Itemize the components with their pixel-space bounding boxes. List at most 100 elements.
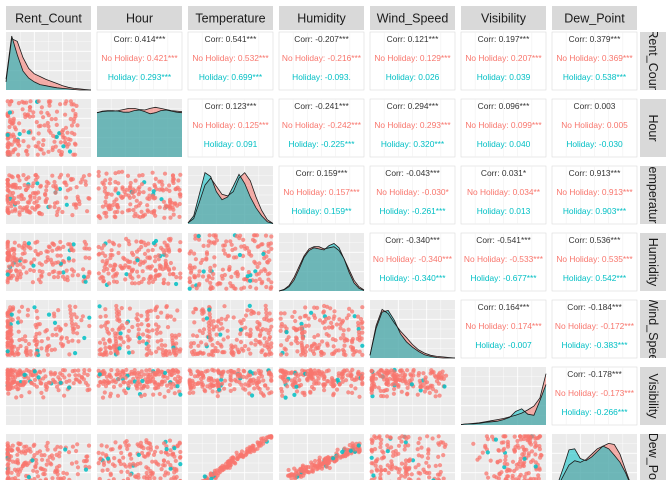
scatter-point [360,325,365,330]
scatter-point [161,441,167,446]
scatter-point [263,303,268,308]
panel-Rent_Count-Hour: Corr: 0.414***No Holiday: 0.421***Holida… [96,31,183,91]
strip-right-Wind_Speed [640,300,666,358]
scatter-point [121,325,126,331]
scatter-point [135,258,140,263]
scatter-point [120,369,125,374]
panel-Visibility-Dew_Point: Corr: -0.178***No Holiday: -0.173***Holi… [551,366,638,426]
scatter-point [397,377,402,382]
scatter-point [104,444,109,449]
corr-label-no_holiday: No Holiday: 0.421*** [101,53,178,63]
scatter-point [249,341,254,346]
scatter-point [336,373,341,378]
scatter-point [136,192,141,197]
scatter-point [444,373,449,378]
scatter-point [23,451,28,456]
scatter-point [81,267,86,272]
scatter-point [47,272,52,277]
scatter-point [219,273,224,279]
scatter-point [256,311,261,316]
scatter-point [430,387,436,392]
panel-Wind_Speed-Visibility: Corr: 0.164***No Holiday: 0.174***Holida… [460,299,547,359]
scatter-point [172,446,177,451]
scatter-point [76,368,81,373]
scatter-point [31,110,36,115]
scatter-point [71,381,76,386]
scatter-point [9,204,14,209]
corr-label-holiday: Holiday: -0.383*** [561,340,628,350]
scatter-point [303,323,308,328]
scatter-point [210,367,215,372]
scatter-point [177,187,182,192]
scatter-point [35,203,40,208]
scatter-point [416,462,421,467]
scatter-point [85,454,90,459]
scatter-point [518,472,523,477]
scatter-point [156,253,161,258]
scatter-point [108,263,113,268]
scatter-point [60,132,65,138]
scatter-point [112,199,117,204]
scatter-point [201,269,206,274]
scatter-point [101,182,106,187]
scatter-point [369,447,374,452]
scatter-point [309,310,314,315]
scatter-point [37,196,42,201]
scatter-point [35,144,40,149]
scatter-point [11,368,16,373]
scatter-point [125,208,130,213]
scatter-point [132,214,137,219]
scatter-point [235,269,240,275]
scatter-point [427,475,432,480]
scatter-point [12,125,17,130]
scatter-point [399,473,404,478]
scatter-point [292,379,297,384]
scatter-point [107,181,112,186]
scatter-point [64,99,69,104]
scatter-point [282,311,287,316]
scatter-point [130,350,135,355]
scatter-point [305,344,310,349]
scatter-point [127,462,132,467]
scatter-point [266,277,271,282]
scatter-point [533,436,538,441]
scatter-point [164,253,169,258]
scatter-point [145,196,150,201]
scatter-point [436,441,441,446]
scatter-point [128,180,133,186]
scatter-point [135,318,140,323]
scatter-point [427,390,432,395]
scatter-point [331,344,336,349]
scatter-point [419,445,424,450]
corr-label-no_holiday: No Holiday: -0.172*** [555,321,635,331]
scatter-point [161,280,166,285]
panel-Hour-Visibility: Corr: 0.096***No Holiday: 0.099***Holida… [460,98,547,158]
scatter-point [40,142,46,147]
scatter-point [157,179,162,184]
scatter-point [41,395,46,400]
scatter-point [140,269,145,274]
scatter-point [57,175,62,180]
scatter-point [30,458,35,463]
scatter-point [399,461,404,466]
scatter-point [253,261,258,266]
scatter-point [64,195,69,200]
scatter-point [248,351,253,356]
scatter-point [399,389,404,394]
scatter-point [257,277,262,282]
scatter-point [351,352,356,357]
scatter-point [9,345,14,350]
scatter-point [269,341,274,346]
scatter-point [211,327,216,332]
scatter-point [142,392,147,397]
scatter-point [16,101,21,106]
scatter-point [5,269,10,274]
scatter-point [376,370,381,375]
scatter-point [51,133,56,138]
scatter-point [378,441,383,446]
scatter-point [66,450,72,455]
scatter-point [24,149,29,154]
scatter-point [78,180,83,185]
scatter-point [123,375,128,380]
scatter-point [326,459,331,464]
